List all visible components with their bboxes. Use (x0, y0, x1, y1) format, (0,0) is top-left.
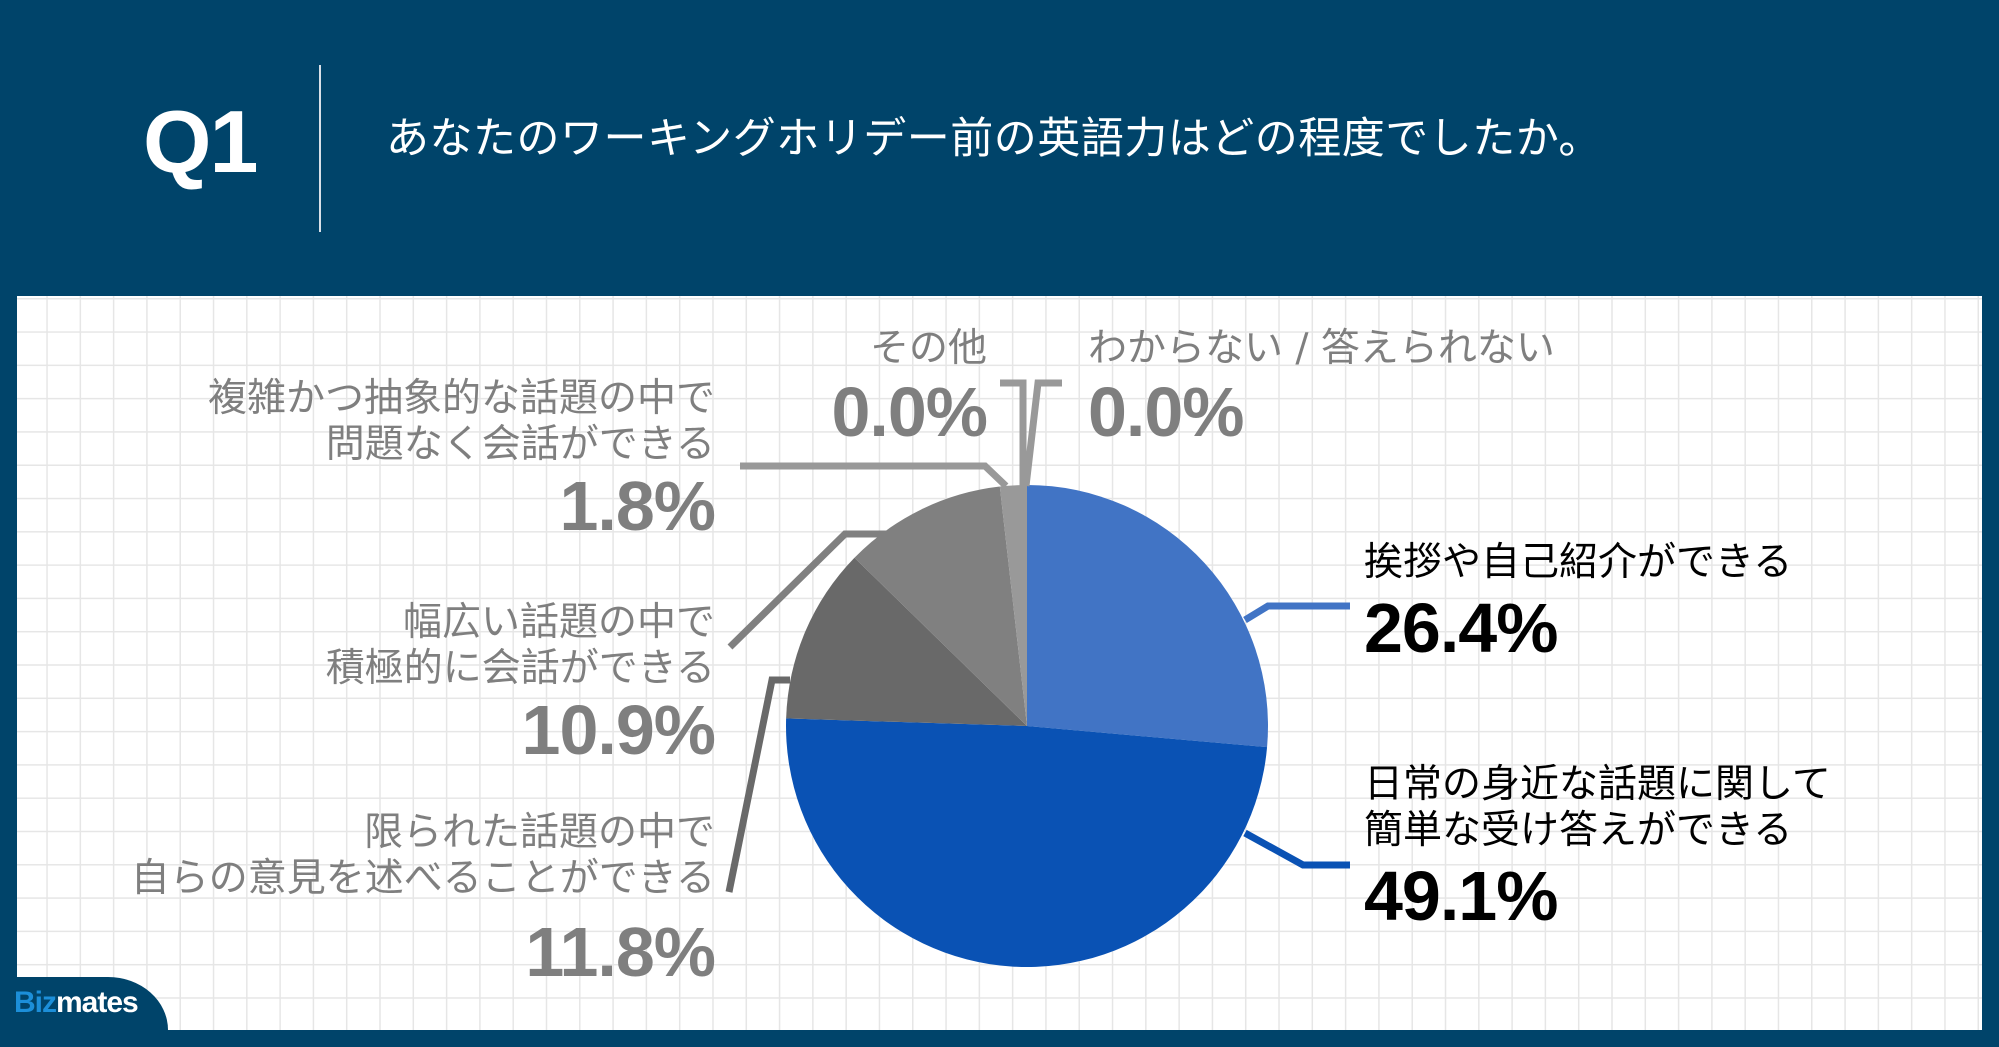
question-title: あなたのワーキングホリデー前の英語力はどの程度でしたか。 (386, 114, 1602, 164)
bizmates-logo: Bizmates (14, 986, 139, 1019)
label-limited: 限られた話題の中で 自らの意見を述べることができる 11.8% (130, 810, 716, 991)
leader-line-unknown (1022, 379, 1062, 487)
label-daily-text2: 簡単な受け答えができる (1364, 808, 1793, 853)
label-complex: 複雑かつ抽象的な話題の中で 問題なく会話ができる 1.8% (207, 376, 716, 545)
leader-line-greeting (1243, 602, 1350, 623)
logo-biz: Biz (14, 986, 57, 1019)
leader-line-complex (740, 462, 1009, 489)
label-complex-text1: 複雑かつ抽象的な話題の中で (207, 376, 715, 421)
label-daily: 日常の身近な話題に関して 簡単な受け答えができる 49.1% (1364, 762, 1831, 932)
logo-tab (0, 977, 168, 1030)
label-greeting-pct: 26.4% (1364, 589, 1558, 667)
pie-slice (1027, 485, 1269, 748)
leader-line-broad (727, 530, 888, 650)
label-other-text: その他 (869, 326, 987, 371)
leader-line-daily (1243, 829, 1350, 869)
pie-slice (786, 557, 1027, 726)
label-complex-text2: 問題なく会話ができる (325, 422, 715, 467)
question-number: Q1 (143, 92, 258, 191)
pie-slice (999, 485, 1027, 726)
header: Q1 あなたのワーキングホリデー前の英語力はどの程度でしたか。 (0, 0, 1999, 296)
pie-slices (785, 485, 1269, 968)
label-unknown-pct: 0.0% (1088, 373, 1245, 451)
leader-line-other (1000, 379, 1027, 486)
label-complex-pct: 1.8% (559, 467, 716, 545)
label-greeting: 挨拶や自己紹介ができる 26.4% (1364, 540, 1792, 664)
header-divider (319, 65, 321, 232)
label-unknown: わからない / 答えられない 0.0% (1088, 326, 1555, 448)
pie-slice (785, 718, 1268, 968)
label-other: その他 0.0% (831, 326, 988, 451)
label-broad-pct: 10.9% (521, 691, 716, 769)
label-limited-text1: 限られた話題の中で (363, 810, 715, 855)
label-daily-text1: 日常の身近な話題に関して (1364, 762, 1831, 807)
label-broad-text1: 幅広い話題の中で (402, 600, 715, 645)
label-broad-text2: 積極的に会話ができる (325, 646, 715, 691)
leader-line-limited (725, 676, 790, 893)
label-limited-text2: 自らの意見を述べることができる (130, 856, 715, 901)
label-other-pct: 0.0% (831, 373, 988, 451)
label-unknown-text: わからない / 答えられない (1088, 326, 1555, 371)
label-greeting-text: 挨拶や自己紹介ができる (1364, 540, 1793, 585)
label-daily-pct: 49.1% (1364, 857, 1558, 935)
label-limited-pct: 11.8% (525, 913, 716, 991)
logo-mates: mates (56, 986, 139, 1019)
pie-slice (854, 486, 1027, 726)
label-broad: 幅広い話題の中で 積極的に会話ができる 10.9% (325, 600, 716, 769)
